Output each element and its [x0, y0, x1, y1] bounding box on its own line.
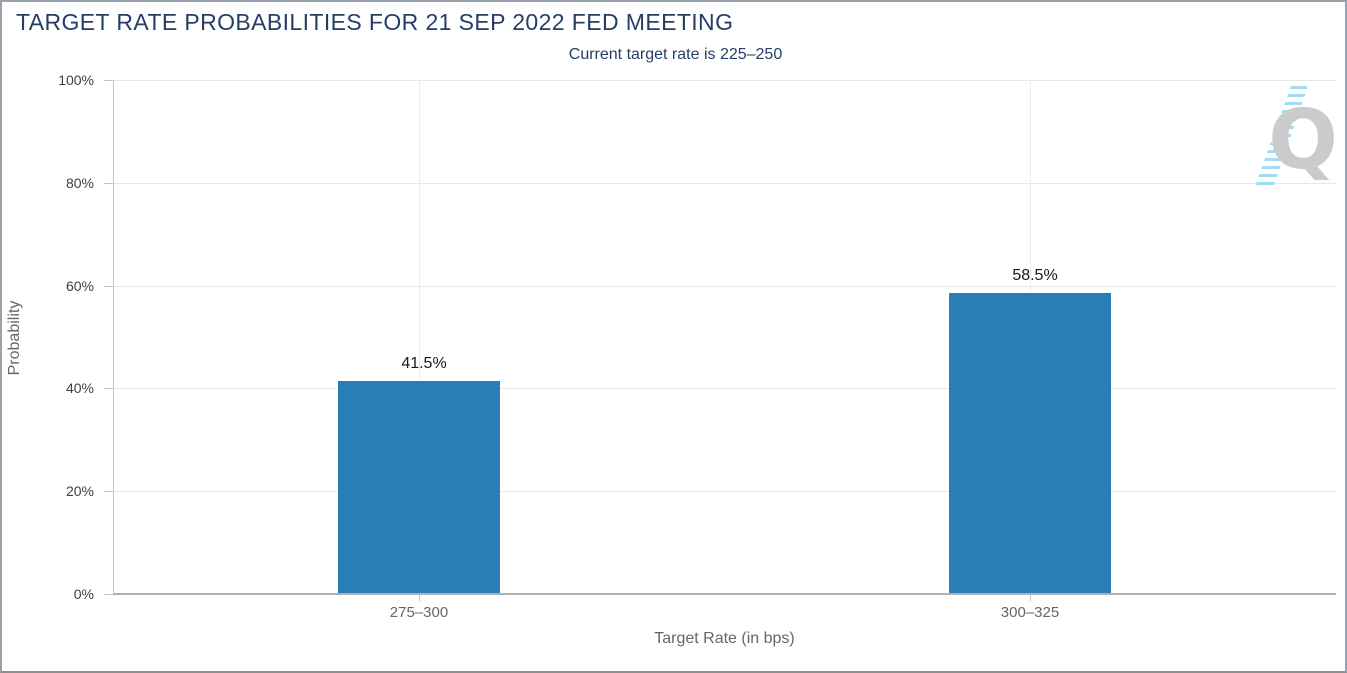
h-gridline-60%: [113, 286, 1336, 287]
x-axis-title: Target Rate (in bps): [654, 630, 795, 647]
bar-275–300: [338, 381, 500, 594]
y-tick-mark-40%: [104, 388, 113, 389]
watermark-logo: Q: [1245, 86, 1340, 191]
bar-300–325: [949, 293, 1111, 594]
x-tick-mark-275–300: [419, 594, 420, 601]
h-gridline-20%: [113, 491, 1336, 492]
h-gridline-100%: [113, 80, 1336, 81]
watermark-q-letter: Q: [1268, 93, 1338, 188]
y-axis-line: [113, 80, 114, 594]
x-tick-label: 275–300: [389, 604, 449, 621]
h-gridline-80%: [113, 183, 1336, 184]
y-tick-label: 40%: [65, 380, 94, 396]
h-gridline-0%: [113, 593, 1336, 595]
y-tick-mark-0%: [104, 594, 113, 595]
x-tick-mark-300–325: [1030, 594, 1031, 601]
y-tick-label: 20%: [65, 483, 94, 499]
y-tick-label: 60%: [65, 278, 94, 294]
y-tick-mark-60%: [104, 286, 113, 287]
y-tick-mark-80%: [104, 183, 113, 184]
h-gridline-40%: [113, 388, 1336, 389]
y-tick-label: 80%: [65, 175, 94, 191]
y-tick-mark-20%: [104, 491, 113, 492]
x-tick-label: 300–325: [1000, 604, 1060, 621]
chart-title: TARGET RATE PROBABILITIES FOR 21 SEP 202…: [16, 9, 734, 35]
bar-value-label: 41.5%: [401, 355, 447, 372]
plot-area: 41.5% 58.5%: [113, 80, 1336, 595]
y-tick-label: 0%: [73, 586, 94, 602]
y-tick-label: 100%: [58, 72, 94, 88]
bar-value-label: 58.5%: [1012, 267, 1058, 284]
chart-subtitle: Current target rate is 225–250: [568, 46, 783, 63]
y-axis-title: Probability: [6, 300, 23, 376]
y-tick-mark-100%: [104, 80, 113, 81]
v-gridline-275–300: [419, 80, 420, 594]
